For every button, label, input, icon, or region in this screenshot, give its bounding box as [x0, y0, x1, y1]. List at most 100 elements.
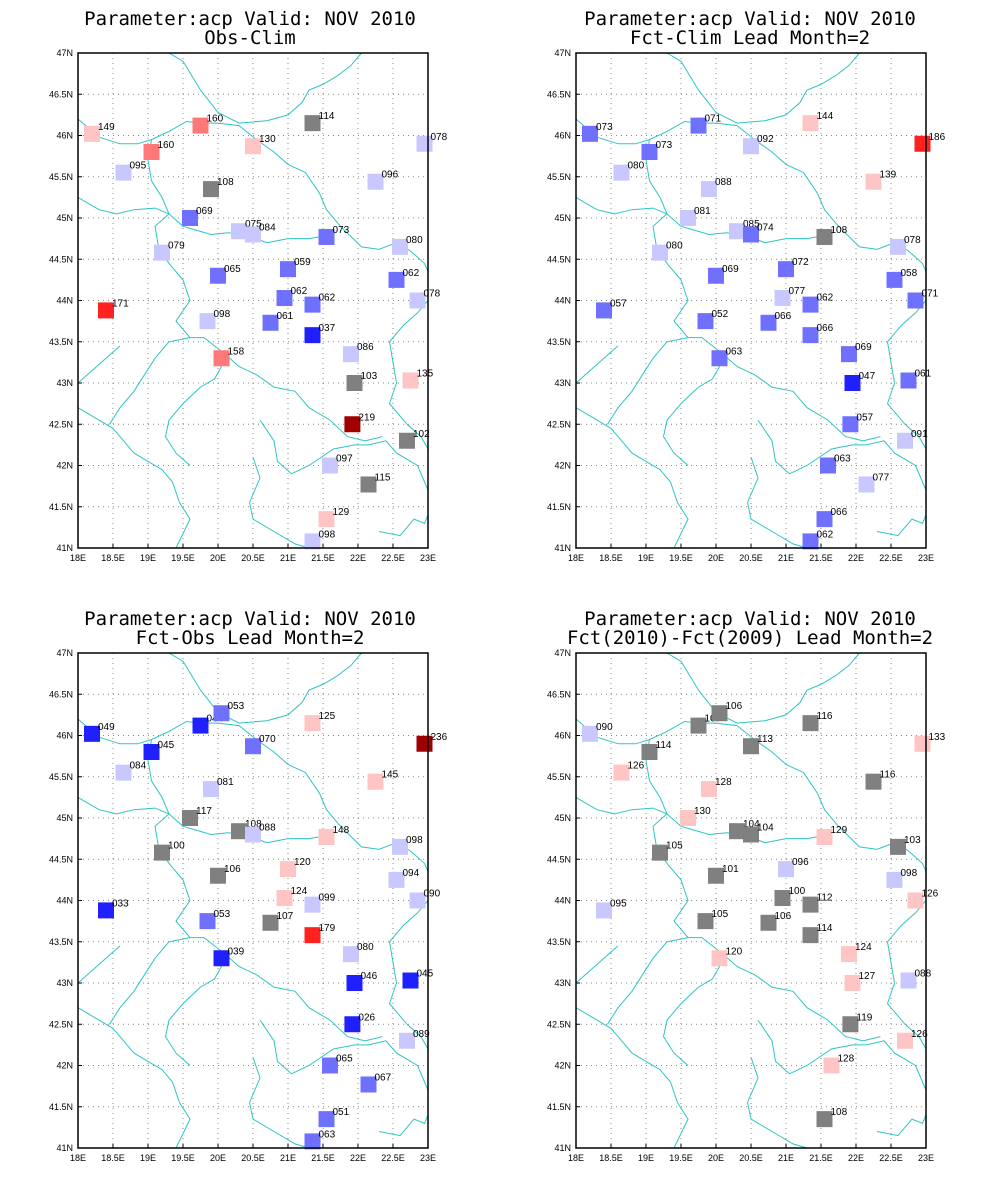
station-value-label: 114 — [319, 111, 335, 122]
lat-tick-label: 44N — [56, 296, 73, 306]
station-marker — [865, 173, 882, 190]
lon-tick-label: 18E — [568, 553, 584, 563]
station-value-label: 130 — [694, 806, 711, 817]
lat-tick-label: 43N — [56, 378, 73, 388]
station-value-label: 149 — [98, 122, 115, 133]
station-marker — [304, 927, 321, 944]
station-value-label: 099 — [319, 893, 336, 904]
station-value-label: 128 — [715, 777, 732, 788]
station-value-label: 053 — [214, 909, 231, 920]
station-value-label: 069 — [722, 264, 739, 275]
station-marker — [199, 313, 216, 330]
station-marker — [360, 1076, 377, 1093]
station-value-label: 026 — [358, 1012, 375, 1023]
lat-tick-label: 46N — [56, 131, 73, 141]
station-marker — [743, 226, 759, 243]
station-marker — [402, 972, 419, 989]
station-value-label: 105 — [666, 841, 683, 852]
station-marker — [346, 375, 363, 391]
station-value-label: 088 — [915, 969, 932, 980]
station-marker — [280, 861, 296, 878]
lon-tick-label: 20E — [210, 553, 226, 563]
station-value-label: 094 — [403, 868, 420, 879]
country-border — [259, 419, 429, 491]
station-marker — [143, 744, 160, 760]
lon-tick-label: 21.5E — [311, 553, 335, 563]
station-value-label: 106 — [775, 911, 792, 922]
station-marker — [743, 826, 759, 843]
station-marker — [582, 725, 598, 742]
lat-tick-label: 41N — [56, 543, 73, 553]
lon-tick-label: 18.5E — [599, 553, 623, 563]
country-border — [378, 514, 429, 537]
station-marker — [262, 314, 279, 331]
country-border — [77, 196, 324, 244]
station-value-label: 078 — [431, 132, 448, 143]
lon-tick-label: 19E — [638, 1153, 654, 1163]
lat-tick-label: 43.5N — [547, 337, 571, 347]
station-marker — [399, 432, 415, 449]
station-value-label: 075 — [245, 219, 262, 230]
map-frame — [575, 652, 927, 1149]
panel-title: Parameter:acp Valid: NOV 2010 — [84, 8, 416, 30]
station-value-label: 046 — [361, 971, 378, 982]
lon-tick-label: 18.5E — [101, 1153, 125, 1163]
station-marker — [858, 476, 875, 493]
lon-tick-label: 21E — [778, 553, 794, 563]
station-value-label: 104 — [757, 823, 774, 834]
country-border — [109, 937, 191, 1025]
country-border — [168, 52, 362, 124]
lon-tick-label: 22.5E — [381, 553, 405, 563]
station-marker — [318, 511, 335, 528]
country-border — [575, 945, 619, 984]
lat-tick-label: 41.5N — [49, 502, 73, 512]
country-border — [575, 345, 619, 384]
station-value-label: 144 — [817, 111, 834, 122]
lon-tick-label: 18E — [568, 1153, 584, 1163]
station-value-label: 120 — [294, 857, 311, 868]
station-value-label: 065 — [224, 264, 241, 275]
station-marker — [210, 867, 226, 884]
station-marker — [774, 290, 791, 307]
station-marker — [743, 738, 759, 755]
panel-subtitle: Fct-Clim Lead Month=2 — [630, 27, 870, 49]
station-marker — [690, 117, 707, 134]
station-marker — [115, 164, 132, 181]
lat-tick-label: 41N — [554, 1143, 571, 1153]
station-marker — [182, 810, 198, 826]
station-marker — [245, 226, 261, 243]
station-marker — [890, 838, 906, 855]
lon-tick-label: 21E — [778, 1153, 794, 1163]
station-value-label: 103 — [904, 835, 921, 846]
station-marker — [280, 261, 296, 278]
station-marker — [199, 913, 216, 930]
station-marker — [304, 896, 321, 913]
station-value-label: 158 — [228, 346, 245, 357]
station-marker — [203, 181, 219, 198]
station-value-label: 066 — [831, 507, 848, 518]
station-value-label: 073 — [596, 122, 613, 133]
lon-tick-label: 20E — [708, 553, 724, 563]
station-value-label: 171 — [112, 298, 129, 309]
lat-tick-label: 45N — [56, 213, 73, 223]
lon-tick-label: 22.5E — [879, 1153, 903, 1163]
station-marker — [276, 890, 293, 907]
station-marker — [245, 138, 261, 155]
station-value-label: 080 — [628, 161, 645, 172]
station-value-label: 074 — [757, 223, 774, 234]
station-marker — [641, 744, 658, 760]
station-value-label: 062 — [291, 286, 308, 297]
station-marker — [98, 302, 114, 319]
country-border — [77, 945, 121, 984]
country-border — [248, 457, 310, 549]
lat-tick-label: 44N — [56, 896, 73, 906]
lat-tick-label: 44.5N — [547, 854, 571, 864]
station-value-label: 219 — [358, 412, 375, 423]
station-value-label: 100 — [789, 886, 806, 897]
lon-tick-label: 20.5E — [241, 553, 265, 563]
country-border — [575, 1007, 689, 1149]
station-marker — [711, 350, 728, 367]
lon-tick-label: 22E — [350, 1153, 366, 1163]
station-value-label: 104 — [743, 819, 760, 830]
